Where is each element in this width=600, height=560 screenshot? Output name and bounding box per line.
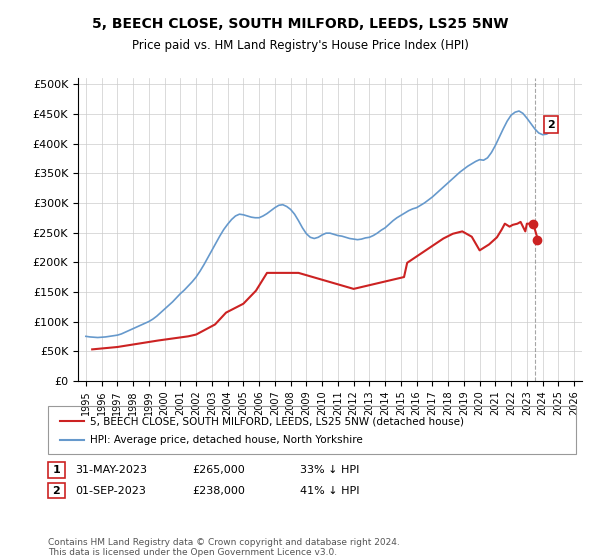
Text: Price paid vs. HM Land Registry's House Price Index (HPI): Price paid vs. HM Land Registry's House …: [131, 39, 469, 52]
Text: 1: 1: [53, 465, 60, 475]
Text: £265,000: £265,000: [192, 465, 245, 475]
Text: 33% ↓ HPI: 33% ↓ HPI: [300, 465, 359, 475]
Text: 5, BEECH CLOSE, SOUTH MILFORD, LEEDS, LS25 5NW: 5, BEECH CLOSE, SOUTH MILFORD, LEEDS, LS…: [92, 17, 508, 31]
Text: 41% ↓ HPI: 41% ↓ HPI: [300, 486, 359, 496]
Text: 5, BEECH CLOSE, SOUTH MILFORD, LEEDS, LS25 5NW (detached house): 5, BEECH CLOSE, SOUTH MILFORD, LEEDS, LS…: [90, 416, 464, 426]
Text: 01-SEP-2023: 01-SEP-2023: [75, 486, 146, 496]
Text: £238,000: £238,000: [192, 486, 245, 496]
Text: 31-MAY-2023: 31-MAY-2023: [75, 465, 147, 475]
Text: 2: 2: [547, 120, 555, 130]
Text: 2: 2: [53, 486, 60, 496]
Text: HPI: Average price, detached house, North Yorkshire: HPI: Average price, detached house, Nort…: [90, 435, 363, 445]
Text: Contains HM Land Registry data © Crown copyright and database right 2024.
This d: Contains HM Land Registry data © Crown c…: [48, 538, 400, 557]
